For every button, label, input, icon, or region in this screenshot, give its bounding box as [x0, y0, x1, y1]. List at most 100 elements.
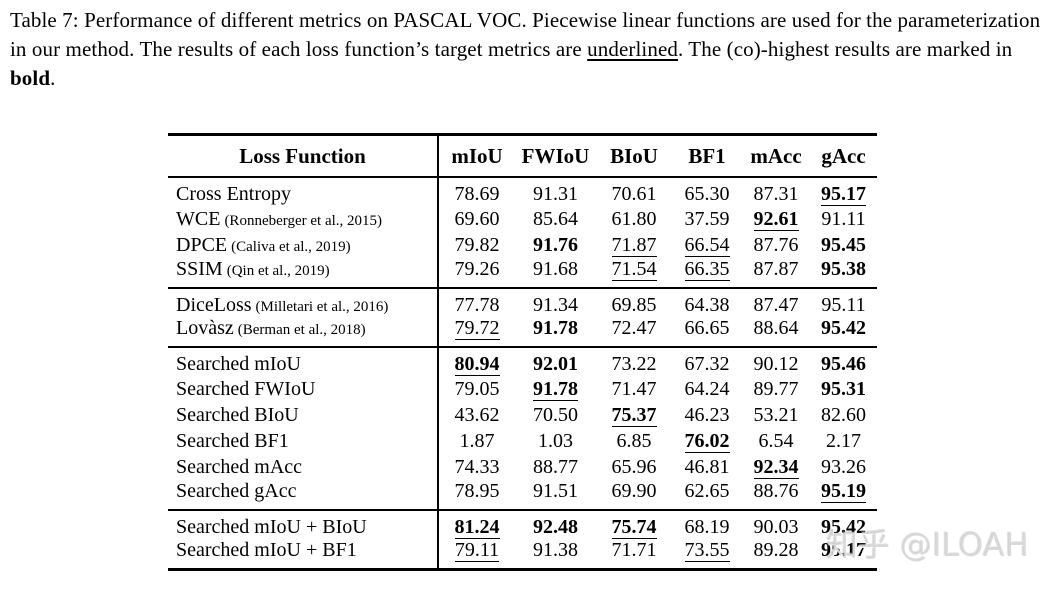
table-caption: Table 7: Performance of different metric…: [10, 6, 1042, 93]
metric-value: 73.22: [611, 353, 657, 375]
metric-value-cell: 64.24: [672, 376, 742, 402]
metric-value-cell: 88.64: [742, 317, 810, 348]
loss-function-cell: Searched mIoU + BIoU: [168, 510, 439, 539]
metric-value-cell: 87.87: [742, 258, 810, 289]
metric-value-cell: 75.74: [596, 510, 672, 539]
metric-value: 2.17: [826, 429, 861, 452]
loss-function-cell: Searched BF1: [168, 428, 439, 454]
citation: (Berman et al., 2018): [237, 322, 366, 338]
loss-function-label: Searched BF1: [176, 429, 289, 452]
metric-value: 66.35: [684, 258, 730, 281]
metric-value: 53.21: [753, 403, 799, 426]
metric-value-cell: 95.38: [810, 258, 877, 289]
metric-value-cell: 79.72: [438, 317, 515, 348]
metric-value-cell: 74.33: [438, 454, 515, 480]
metric-value: 72.47: [611, 317, 657, 339]
metric-value: 70.50: [533, 403, 578, 426]
table-row: SSIM (Qin et al., 2019) 79.26 91.68 71.54 66.…: [168, 258, 877, 289]
metric-value-cell: 69.60: [438, 206, 515, 232]
metric-value: 71.47: [611, 377, 657, 400]
metric-value-cell: 61.80: [596, 206, 672, 232]
metric-value: 66.65: [684, 317, 730, 339]
metric-value: 69.85: [611, 294, 657, 316]
metric-value-cell: 81.24: [438, 510, 515, 539]
metric-value: 92.34: [753, 455, 799, 479]
metric-value: 91.78: [533, 317, 578, 339]
metric-value-cell: 90.12: [742, 347, 810, 376]
metric-value: 79.72: [454, 317, 500, 340]
metric-value-cell: 91.11: [810, 206, 877, 232]
metric-value-cell: 91.76: [515, 232, 596, 258]
metric-value: 87.76: [753, 233, 799, 256]
metric-value-cell: 91.38: [515, 539, 596, 571]
citation: (Milletari et al., 2016): [255, 299, 389, 315]
metric-value: 67.32: [684, 353, 730, 375]
loss-function-label: Searched BIoU: [176, 403, 299, 426]
citation: (Qin et al., 2019): [226, 263, 330, 279]
column-header-macc: mAcc: [742, 134, 810, 178]
metric-value-cell: 1.03: [515, 428, 596, 454]
metric-value-cell: 46.23: [672, 402, 742, 428]
metric-value-cell: 82.60: [810, 402, 877, 428]
loss-function-cell: Searched FWIoU: [168, 376, 439, 402]
loss-function-cell: WCE (Ronneberger et al., 2015): [168, 206, 439, 232]
metric-value: 69.90: [611, 480, 657, 502]
metric-value-cell: 85.64: [515, 206, 596, 232]
loss-function-label: Searched mIoU: [176, 353, 301, 375]
metric-value: 79.26: [454, 258, 500, 280]
loss-function-label: Lovàsz: [176, 317, 234, 339]
column-header-gacc: gAcc: [810, 134, 877, 178]
metric-value: 95.42: [821, 516, 866, 538]
caption-underlined-word: underlined: [587, 37, 678, 61]
metric-value: 95.17: [821, 183, 866, 206]
metric-value: 80.94: [454, 353, 500, 376]
table-row: Searched mIoU + BF1 79.11 91.38 71.71 73.55 8…: [168, 539, 877, 571]
metric-value-cell: 89.28: [742, 539, 810, 571]
metric-value: 91.76: [533, 233, 578, 256]
metric-value: 77.78: [454, 294, 500, 316]
results-table-body: Cross Entropy 78.69 91.31 70.61 65.30 87.31 95…: [168, 177, 877, 571]
metric-value-cell: 88.77: [515, 454, 596, 480]
metric-value: 91.11: [821, 207, 866, 230]
metric-value: 78.69: [454, 183, 500, 205]
metric-value-cell: 87.31: [742, 177, 810, 206]
metric-value-cell: 91.78: [515, 317, 596, 348]
metric-value-cell: 69.90: [596, 480, 672, 511]
metric-value: 91.78: [533, 377, 578, 401]
metric-value: 91.51: [533, 480, 578, 502]
metric-value-cell: 53.21: [742, 402, 810, 428]
metric-value-cell: 71.71: [596, 539, 672, 571]
metric-value-cell: 92.34: [742, 454, 810, 480]
metric-value-cell: 95.31: [810, 376, 877, 402]
metric-value: 95.46: [821, 353, 866, 375]
column-header-miou: mIoU: [438, 134, 515, 178]
metric-value-cell: 95.42: [810, 317, 877, 348]
metric-value: 46.23: [684, 403, 730, 426]
metric-value: 1.87: [459, 429, 495, 452]
metric-value: 1.03: [538, 429, 573, 452]
loss-function-cell: Lovàsz (Berman et al., 2018): [168, 317, 439, 348]
metric-value: 90.12: [753, 353, 799, 375]
column-header-loss-function: Loss Function: [168, 134, 439, 178]
metric-value: 87.87: [753, 258, 799, 280]
metric-value: 66.54: [684, 233, 730, 257]
metric-value-cell: 91.78: [515, 376, 596, 402]
metric-value-cell: 72.47: [596, 317, 672, 348]
loss-function-label: DiceLoss: [176, 294, 252, 316]
metric-value: 95.17: [821, 539, 866, 561]
metric-value: 95.38: [821, 258, 866, 280]
table-row: Searched gAcc 78.95 91.51 69.90 62.65 88.76 95…: [168, 480, 877, 511]
metric-value: 92.01: [533, 353, 578, 375]
metric-value: 46.81: [684, 455, 730, 478]
metric-value-cell: 65.96: [596, 454, 672, 480]
metric-value: 71.54: [611, 258, 657, 281]
metric-value-cell: 6.85: [596, 428, 672, 454]
metric-value-cell: 88.76: [742, 480, 810, 511]
metric-value-cell: 73.22: [596, 347, 672, 376]
metric-value-cell: 76.02: [672, 428, 742, 454]
metric-value: 88.76: [753, 480, 799, 502]
metric-value-cell: 78.69: [438, 177, 515, 206]
metric-value: 91.34: [533, 294, 578, 316]
loss-function-label: DPCE: [176, 233, 228, 256]
metric-value-cell: 70.61: [596, 177, 672, 206]
